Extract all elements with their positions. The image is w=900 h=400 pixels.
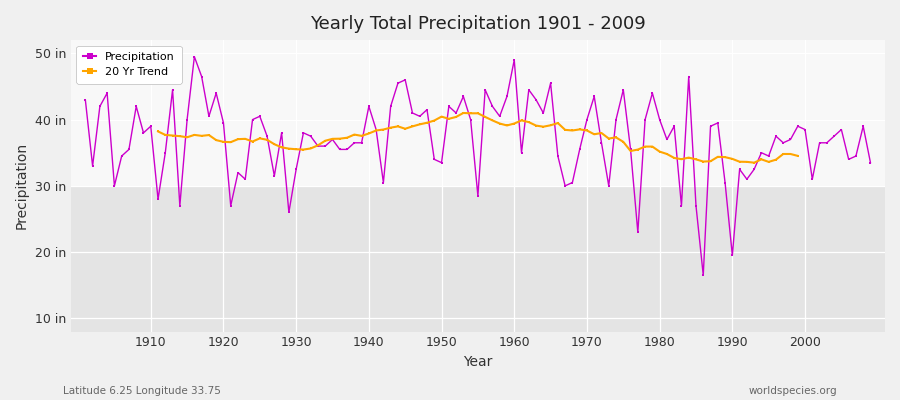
Y-axis label: Precipitation: Precipitation xyxy=(15,142,29,230)
Bar xyxy=(71,40,885,186)
X-axis label: Year: Year xyxy=(464,355,492,369)
Bar xyxy=(71,186,885,332)
Title: Yearly Total Precipitation 1901 - 2009: Yearly Total Precipitation 1901 - 2009 xyxy=(310,15,646,33)
Text: Latitude 6.25 Longitude 33.75: Latitude 6.25 Longitude 33.75 xyxy=(63,386,220,396)
Legend: Precipitation, 20 Yr Trend: Precipitation, 20 Yr Trend xyxy=(76,46,182,84)
Text: worldspecies.org: worldspecies.org xyxy=(749,386,837,396)
